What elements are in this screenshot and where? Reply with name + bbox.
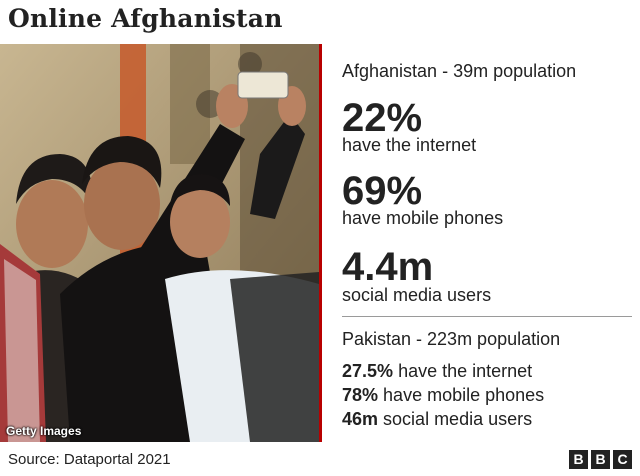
pakistan-stat-label: have the internet — [398, 361, 533, 381]
pakistan-stat-label: have mobile phones — [383, 385, 545, 405]
stat-value: 22% — [342, 96, 423, 140]
selfie-photo: Getty Images — [0, 44, 319, 442]
stat-value: 69% — [342, 169, 423, 213]
pakistan-heading: Pakistan - 223m population — [342, 329, 561, 349]
bbc-logo: B B C — [569, 450, 632, 469]
stat-label: have mobile phones — [342, 208, 504, 228]
pakistan-stat-value: 78% — [342, 385, 379, 405]
photo-illustration — [0, 44, 319, 442]
photo-credit: Getty Images — [6, 424, 82, 438]
afghanistan-heading: Afghanistan - 39m population — [342, 61, 577, 81]
stat-value: 4.4m — [342, 245, 434, 289]
section-rule — [342, 316, 632, 317]
pakistan-stat: 78% have mobile phones — [342, 385, 544, 406]
accent-divider — [319, 44, 322, 442]
source-note: Source: Dataportal 2021 — [8, 451, 171, 468]
pakistan-stat-label: social media users — [383, 409, 533, 429]
pakistan-stat-value: 27.5% — [342, 361, 394, 381]
graphic-title: Online Afghanistan — [8, 4, 283, 33]
logo-letter: B — [569, 450, 588, 469]
stats-panel: Afghanistan - 39m population 22% have th… — [342, 44, 632, 442]
pakistan-stat: 27.5% have the internet — [342, 361, 532, 382]
pakistan-stat-value: 46m — [342, 409, 379, 429]
stat-label: have the internet — [342, 135, 477, 155]
logo-letter: B — [591, 450, 610, 469]
stat-label: social media users — [342, 285, 492, 305]
logo-letter: C — [613, 450, 632, 469]
pakistan-stat: 46m social media users — [342, 409, 532, 430]
